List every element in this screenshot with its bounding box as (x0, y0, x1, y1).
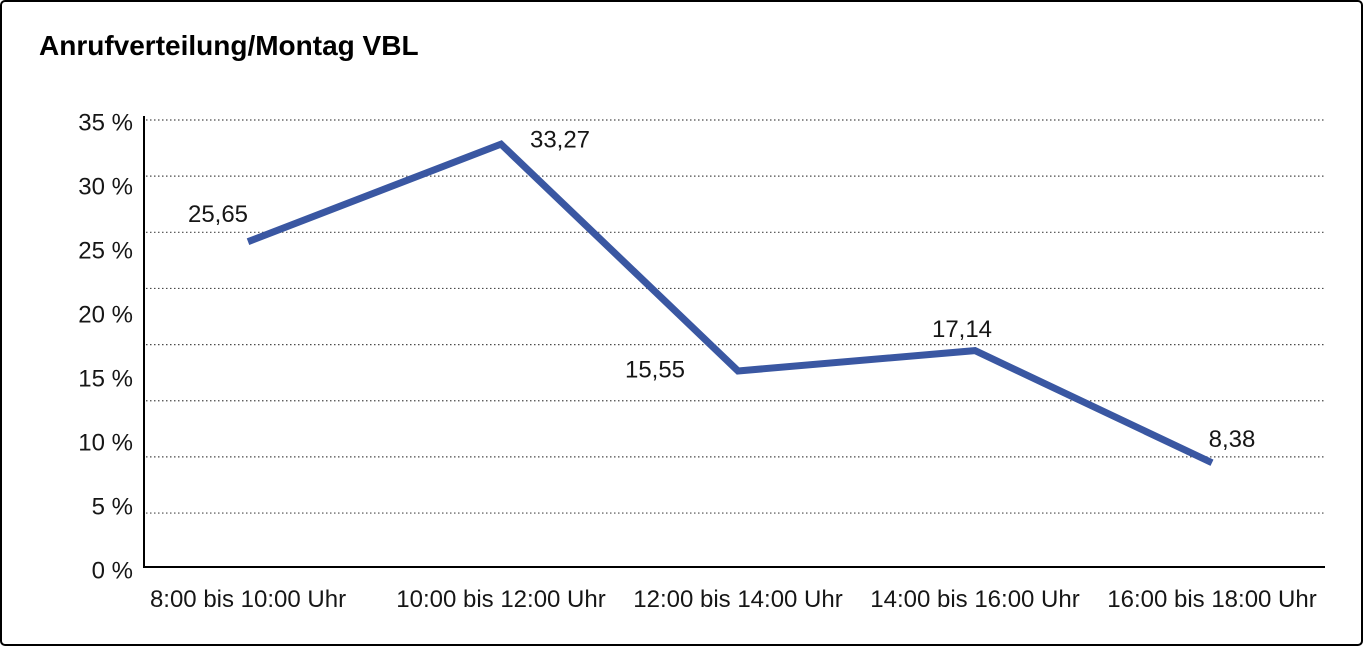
y-tick-label: 25 % (78, 238, 133, 265)
chart-title: Anrufverteilung/Montag VBL (39, 30, 419, 61)
x-category-label: 16:00 bis 18:00 Uhr (1107, 586, 1316, 613)
x-category-label: 10:00 bis 12:00 Uhr (396, 586, 605, 613)
y-tick-label: 10 % (78, 430, 133, 457)
y-tick-label: 15 % (78, 366, 133, 393)
data-point-label: 15,55 (625, 356, 685, 383)
x-category-label: 14:00 bis 16:00 Uhr (870, 586, 1079, 613)
data-point-label: 25,65 (188, 201, 248, 228)
x-category-label: 12:00 bis 14:00 Uhr (633, 586, 842, 613)
y-tick-label: 35 % (78, 110, 133, 137)
data-point-label: 33,27 (530, 127, 590, 154)
y-tick-label: 0 % (92, 558, 133, 585)
data-point-label: 17,14 (932, 316, 992, 343)
data-point-label: 8,38 (1209, 426, 1256, 453)
y-tick-label: 30 % (78, 174, 133, 201)
x-category-label: 8:00 bis 10:00 Uhr (150, 586, 346, 613)
data-line (246, 140, 1214, 466)
y-tick-label: 5 % (92, 494, 133, 521)
y-tick-label: 20 % (78, 302, 133, 329)
